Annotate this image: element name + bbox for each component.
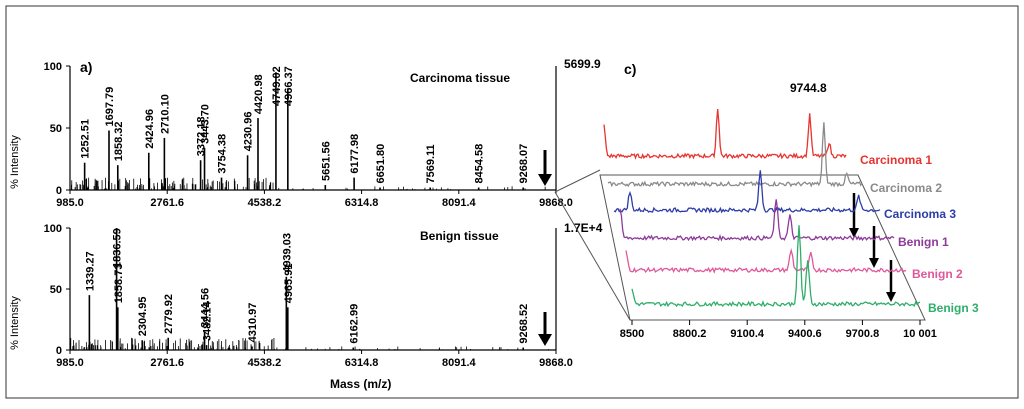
panel-a-peak-label: 1858.32 [113, 121, 125, 161]
panel-b-x-tick-label: 6314.8 [345, 357, 379, 369]
panel-b-peak-label: 2779.92 [163, 294, 175, 334]
panel-c-label: c) [624, 61, 636, 77]
panel-b-arrow-icon [538, 312, 552, 346]
panel-b-peak-label: 1858.73 [113, 264, 125, 304]
panel-b-peak-label: 1836.59 [112, 228, 124, 268]
panel-a-peak-label: 4749.02 [271, 66, 283, 106]
panel-a-peak-label: 2424.96 [144, 109, 156, 149]
panel-a-x-tick-label: 4538.2 [248, 197, 282, 209]
panel-a-max-intensity: 5699.9 [564, 57, 601, 71]
panel-a-peak-label: 3443.70 [200, 104, 212, 144]
trace-label: Benign 2 [912, 267, 963, 281]
panel-a-label: a) [80, 59, 92, 75]
panel-b-title: Benign tissue [420, 229, 499, 243]
panel-a-peak-label: 4420.98 [253, 74, 265, 114]
panel-b-y-tick-label: 0 [56, 345, 62, 357]
panel-c-x-tick-label: 8800.2 [673, 328, 707, 340]
panel-b-peak-label: 4310.97 [247, 303, 259, 343]
panel-a-peak-label: 1697.79 [104, 87, 116, 127]
trace-label: Carcinoma 1 [860, 153, 932, 167]
trace-line [603, 108, 847, 160]
figure-border [5, 5, 1019, 399]
panel-c-x-tick-label: 9700.8 [846, 328, 880, 340]
panel-b-peak-label: 4939.03 [281, 233, 293, 273]
panel-a-arrow-icon [538, 150, 552, 186]
panel-c-x-tick-label: 8500 [620, 328, 644, 340]
panel-b-peak-label: 2304.95 [137, 296, 149, 336]
panel-b-x-tick-label: 985.0 [56, 357, 84, 369]
panel-b-max-intensity: 1.7E+4 [564, 221, 603, 235]
trace-line [625, 248, 907, 274]
panel-a-x-tick-label: 9868.0 [539, 197, 573, 209]
trace-line [619, 199, 895, 242]
trace-label: Carcinoma 3 [884, 207, 956, 221]
panel-a-x-tick-label: 985.0 [56, 197, 84, 209]
panel-b-xlabel: Mass (m/z) [330, 377, 391, 391]
panel-a-peak-label: 2710.10 [159, 94, 171, 134]
trace-line [613, 170, 881, 214]
panel-b-peak-label: 6162.99 [348, 304, 360, 344]
panel-b-y-tick-label: 50 [50, 284, 62, 296]
panel-c-peak-label: 9744.8 [790, 81, 827, 95]
panel-b-peak-label: 1339.27 [84, 251, 96, 291]
panel-b-y-tick-label: 100 [44, 223, 62, 235]
panel-a-peak-label: 4966.37 [283, 66, 295, 106]
panel-b-peak-label: 9268.52 [518, 304, 530, 344]
panel-b-peak-label: 3444.56 [200, 288, 212, 328]
panel-a-peak-label: 3372.18 [196, 116, 208, 156]
panel-a-peak-label: 8454.58 [474, 144, 486, 184]
panel-a-title: Carcinoma tissue [410, 71, 510, 85]
panel-a-y-tick-label: 100 [44, 61, 62, 73]
panel-a-peak-label: 4230.96 [243, 112, 255, 152]
panel-a-peak-label: 6651.80 [375, 144, 387, 184]
panel-a-y-tick-label: 50 [50, 123, 62, 135]
panel-b-x-tick-label: 4538.2 [248, 357, 282, 369]
panel-a-ylabel: % Intensity [9, 135, 21, 189]
trace-line [607, 122, 863, 188]
panel-b-x-tick-label: 2761.6 [150, 357, 184, 369]
panel-a-peak-label: 6177.98 [349, 134, 361, 174]
panel-c-x-tick-label: 10 001 [903, 328, 937, 340]
trace-line [631, 225, 921, 308]
panel-a-y-tick-label: 0 [56, 185, 62, 197]
panel-b-x-tick-label: 8091.4 [442, 357, 477, 369]
panel-a-peak-label: 3754.38 [217, 134, 229, 174]
trace-label: Carcinoma 2 [870, 181, 942, 195]
trace-label: Benign 3 [928, 301, 979, 315]
zoom-connector [554, 169, 631, 321]
panel-a-x-tick-label: 2761.6 [150, 197, 184, 209]
trace-label: Benign 1 [898, 235, 949, 249]
panel-c-zoom: c) 9744.8 Carcinoma 1 Carcinoma 2 Carcinom… [599, 61, 979, 340]
panel-b-x-tick-label: 9868.0 [539, 357, 573, 369]
panel-a-carcinoma: a) % Intensity Carcinoma tissue 5699.9 0… [9, 57, 601, 209]
panel-a-peak-label: 7569.11 [425, 144, 437, 183]
panel-c-frame [599, 174, 926, 321]
panel-b-peak-label: 3482.14 [202, 300, 214, 341]
panel-b-benign: % Intensity Benign tissue 1.7E+4 Mass (m… [9, 221, 603, 391]
panel-c-x-tick-label: 9400.6 [788, 328, 822, 340]
panel-a-peak-label: 9268.07 [518, 144, 530, 184]
panel-b-ylabel: % Intensity [9, 296, 21, 350]
panel-a-peak-label: 5651.56 [320, 141, 332, 181]
panel-c-x-tick-label: 9100.4 [730, 328, 765, 340]
panel-a-x-tick-label: 6314.8 [345, 197, 379, 209]
panel-b-peak-label: 4965.91 [283, 264, 295, 304]
panel-a-x-tick-label: 8091.4 [442, 197, 477, 209]
panel-a-peak-label: 1252.51 [80, 119, 92, 159]
panel-c-arrow-icon [849, 193, 896, 302]
